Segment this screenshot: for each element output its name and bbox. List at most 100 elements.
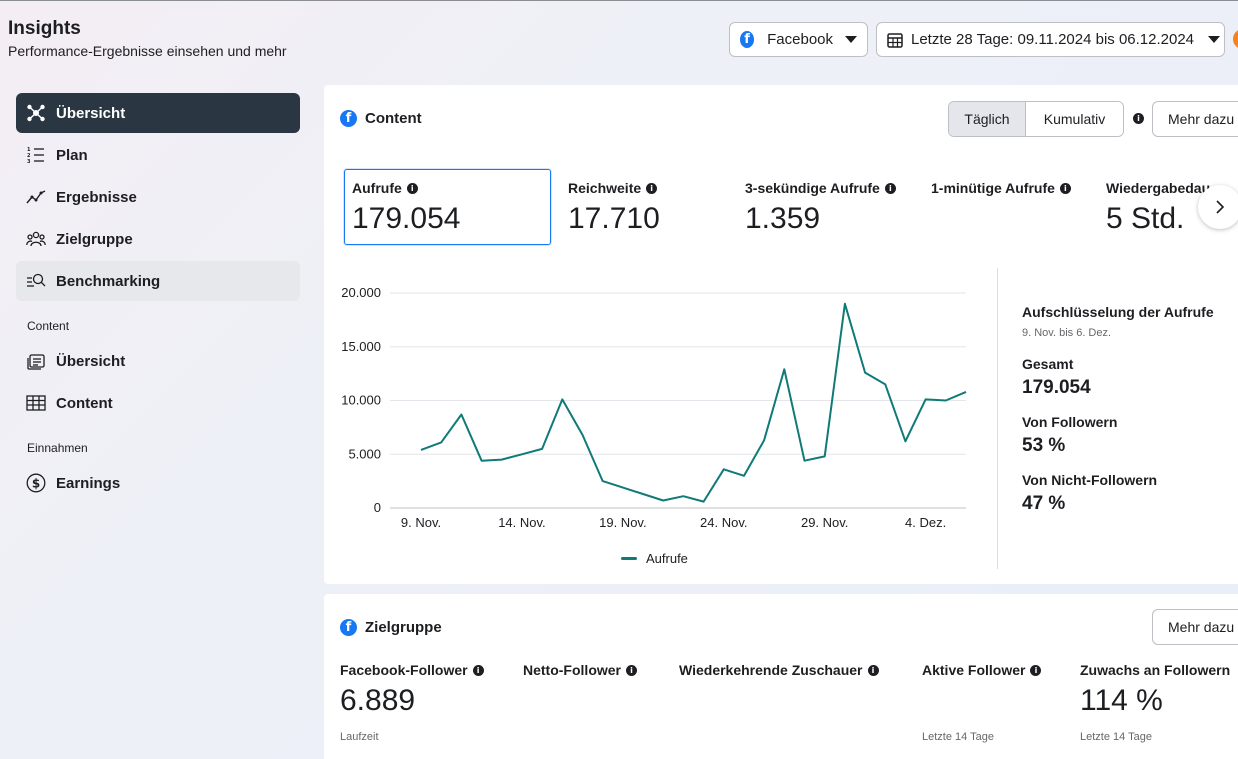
date-range-dropdown[interactable]: Letzte 28 Tage: 09.11.2024 bis 06.12.202… — [876, 22, 1225, 57]
more-info-button[interactable]: Mehr dazu — [1152, 101, 1238, 137]
metric-returning-viewers[interactable]: Wiederkehrende Zuschauer i — [679, 662, 879, 684]
toggle-daily[interactable]: Täglich — [949, 102, 1026, 136]
metric-facebook-followers[interactable]: Facebook-Follower i 6.889 — [340, 662, 484, 718]
sidebar-item-overview[interactable]: Übersicht — [16, 93, 300, 133]
audience-card: f Zielgruppe Mehr dazu Facebook-Follower… — [324, 594, 1238, 759]
info-icon[interactable]: i — [406, 182, 418, 194]
metric-label: Aktive Follower — [922, 662, 1026, 678]
legend-swatch — [621, 557, 637, 560]
metrics-next-button[interactable] — [1198, 185, 1238, 229]
y-tick-label: 15.000 — [341, 339, 381, 354]
audience-more-info-button[interactable]: Mehr dazu — [1152, 609, 1238, 645]
metric-label: Reichweite — [568, 180, 642, 196]
sidebar-item-content-overview[interactable]: Übersicht — [16, 341, 300, 381]
svg-text:$: $ — [32, 477, 40, 491]
metric-value: 5 Std. — [1106, 202, 1185, 235]
table-icon — [26, 393, 46, 413]
sidebar-item-label: Ergebnisse — [56, 188, 137, 206]
breakdown-total-value: 179.054 — [1022, 377, 1091, 398]
info-icon[interactable]: i — [646, 182, 658, 194]
info-icon[interactable]: i — [1059, 182, 1071, 194]
sidebar-item-label: Zielgruppe — [56, 230, 133, 248]
y-tick-label: 10.000 — [341, 393, 381, 408]
views-line-chart: 0 5.000 10.000 15.000 20.000 9. Nov. 14. Nov.… — [341, 285, 967, 566]
chevron-down-icon — [845, 36, 857, 43]
breakdown-title: Aufschlüsselung der Aufrufe — [1022, 304, 1214, 320]
svg-text:1: 1 — [27, 147, 31, 153]
metric-value: 114 % — [1080, 684, 1163, 717]
breakdown-non-followers-value: 47 % — [1022, 493, 1066, 514]
breakdown-followers-value: 53 % — [1022, 435, 1066, 456]
info-icon[interactable]: i — [1133, 113, 1144, 124]
metric-label: 3-sekündige Aufrufe — [745, 180, 880, 196]
facebook-icon: f — [740, 31, 755, 48]
sidebar-item-audience[interactable]: Zielgruppe — [16, 219, 300, 259]
x-tick-label: 14. Nov. — [498, 515, 545, 530]
window-top-border — [0, 0, 1238, 1]
platform-dropdown[interactable]: f Facebook — [729, 22, 868, 57]
metric-views[interactable]: Aufrufe i 179.054 — [344, 169, 551, 245]
metric-follower-growth[interactable]: Zuwachs an Followern 114 % — [1080, 662, 1230, 718]
breakdown-followers-label: Von Followern — [1022, 414, 1118, 430]
x-tick-label: 4. Dez. — [905, 515, 946, 530]
sidebar-item-results[interactable]: Ergebnisse — [16, 177, 300, 217]
views-breakdown: Aufschlüsselung der Aufrufe 9. Nov. bis … — [1022, 304, 1214, 515]
metric-3s-views[interactable]: 3-sekündige Aufrufe i 1.359 — [745, 180, 896, 236]
overview-icon — [26, 103, 46, 123]
info-icon[interactable]: i — [626, 664, 637, 676]
chevron-right-icon — [1214, 199, 1226, 215]
breakdown-non-followers-label: Von Nicht-Followern — [1022, 472, 1158, 488]
metric-note: Letzte 14 Tage — [922, 731, 994, 743]
metric-net-followers[interactable]: Netto-Follower i — [523, 662, 637, 684]
content-card: f Content Täglich Kumulativ i Mehr dazu … — [324, 85, 1238, 584]
metric-label: Aufrufe — [352, 180, 402, 196]
calendar-icon — [887, 32, 903, 48]
metric-label: Facebook-Follower — [340, 662, 468, 678]
dollar-icon: $ — [26, 473, 46, 493]
svg-text:3: 3 — [27, 159, 31, 165]
benchmark-icon — [26, 271, 46, 291]
metric-value: 1.359 — [745, 202, 821, 235]
metric-1min-views[interactable]: 1-minütige Aufrufe i — [931, 180, 1071, 202]
sidebar-item-label: Übersicht — [56, 352, 126, 370]
metric-value: 6.889 — [340, 684, 416, 717]
sidebar-item-earnings[interactable]: $ Earnings — [16, 463, 300, 503]
metric-active-followers[interactable]: Aktive Follower i — [922, 662, 1042, 684]
sidebar-item-label: Earnings — [56, 474, 121, 492]
platform-dropdown-label: Facebook — [767, 31, 833, 48]
info-icon[interactable]: i — [884, 182, 896, 194]
legend-label: Aufrufe — [646, 551, 688, 566]
facebook-icon: f — [340, 110, 357, 127]
sidebar-item-label: Benchmarking — [56, 272, 161, 290]
content-overview-icon — [26, 351, 46, 371]
metric-watch-time[interactable]: Wiedergabedau 5 Std. — [1106, 180, 1238, 236]
facebook-icon: f — [340, 619, 357, 636]
sidebar-item-label: Plan — [56, 146, 88, 164]
sidebar-item-content[interactable]: Content — [16, 383, 300, 423]
info-icon[interactable]: i — [472, 664, 484, 676]
sidebar-section-content: Content — [27, 319, 70, 333]
x-tick-label: 19. Nov. — [599, 515, 646, 530]
breakdown-total-label: Gesamt — [1022, 356, 1074, 372]
metric-label: Netto-Follower — [523, 662, 621, 678]
metric-label: Wiedergabedau — [1106, 180, 1211, 196]
y-tick-label: 20.000 — [341, 285, 381, 300]
audience-card-title-text: Zielgruppe — [365, 619, 442, 636]
sidebar-item-label: Content — [56, 394, 113, 412]
view-toggle: Täglich Kumulativ — [948, 101, 1124, 137]
audience-card-title: f Zielgruppe — [340, 619, 442, 636]
page-subtitle: Performance-Ergebnisse einsehen und mehr — [8, 43, 287, 59]
content-card-title: f Content — [340, 110, 422, 127]
breakdown-period: 9. Nov. bis 6. Dez. — [1022, 327, 1112, 339]
profile-avatar[interactable] — [1233, 29, 1238, 49]
sidebar-item-label: Übersicht — [56, 104, 126, 122]
info-icon[interactable]: i — [867, 664, 879, 676]
metric-label: Wiederkehrende Zuschauer — [679, 662, 863, 678]
sidebar-item-benchmarking[interactable]: Benchmarking — [16, 261, 300, 301]
metric-reach[interactable]: Reichweite i 17.710 — [568, 180, 660, 236]
toggle-cumulative[interactable]: Kumulativ — [1026, 102, 1123, 136]
info-icon[interactable]: i — [1030, 664, 1042, 676]
x-tick-label: 24. Nov. — [700, 515, 747, 530]
